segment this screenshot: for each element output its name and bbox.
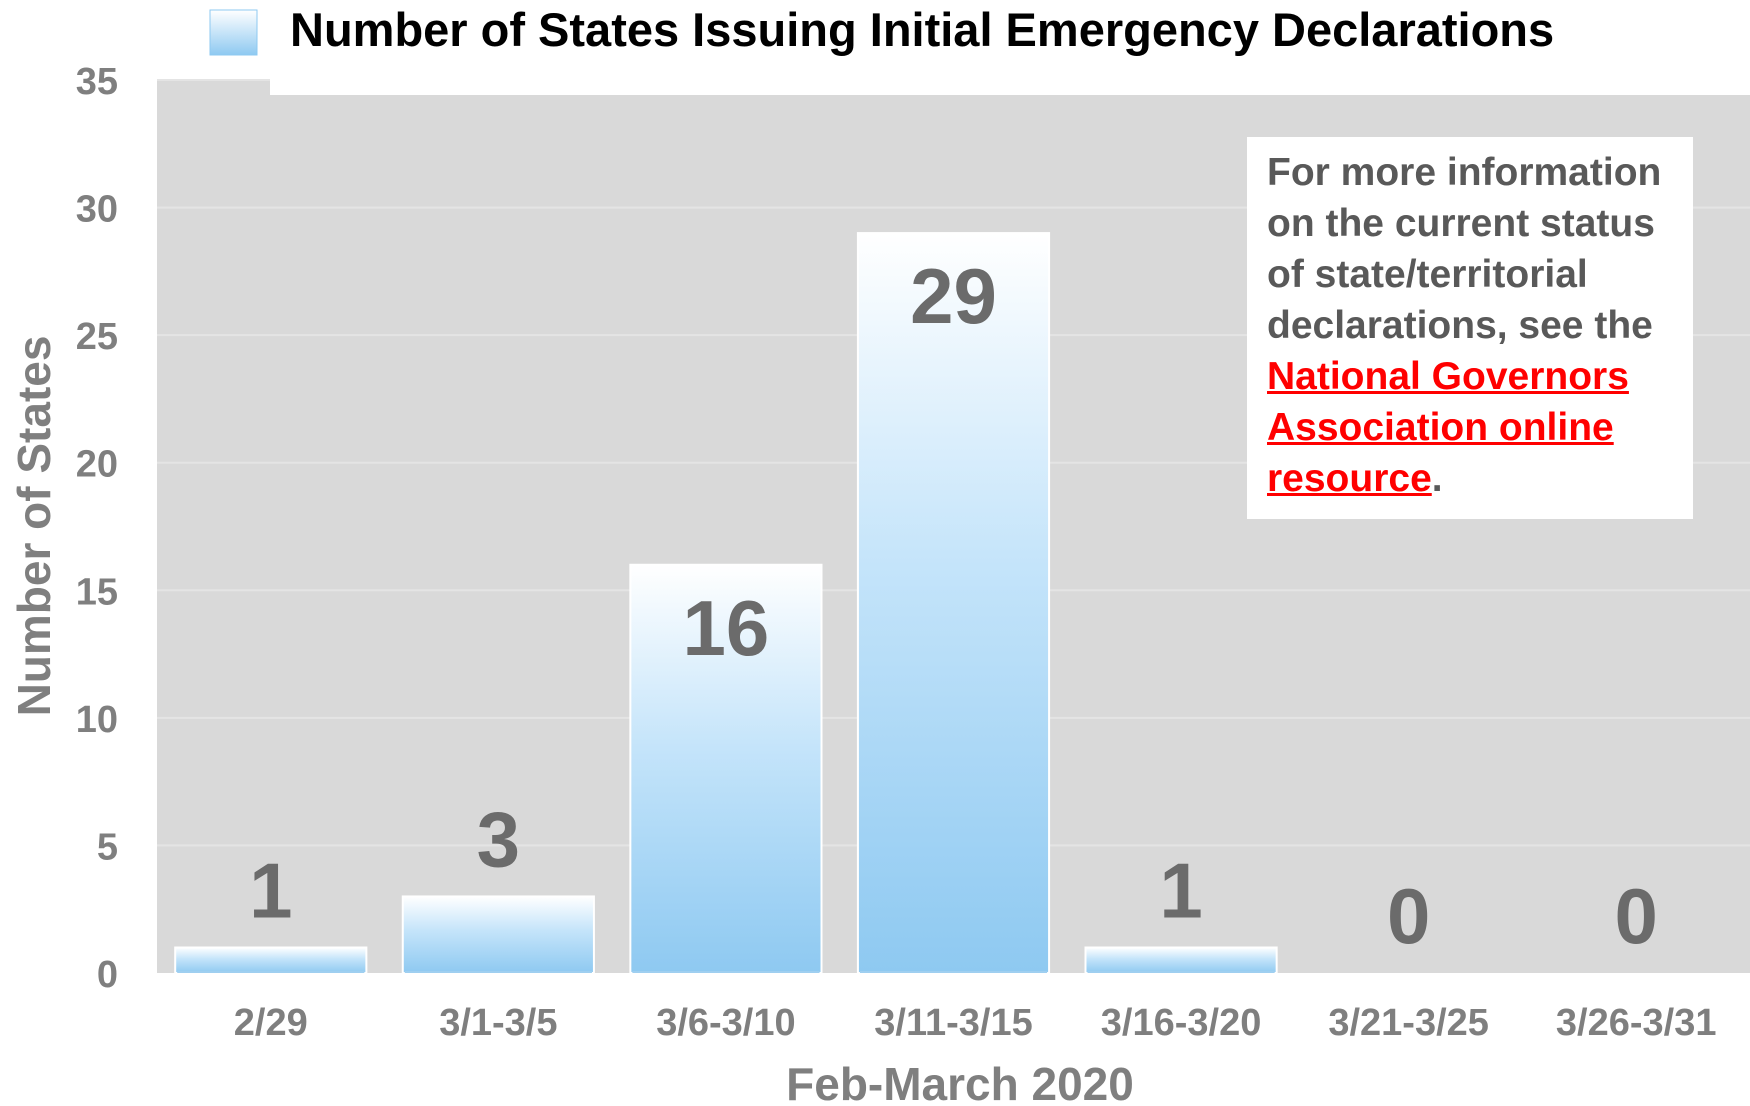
bar-baseline-shade xyxy=(860,971,1047,973)
x-tick-label: 3/11-3/15 xyxy=(874,1002,1032,1044)
bar-baseline-shade xyxy=(1087,971,1274,973)
data-label: 1 xyxy=(1159,846,1202,934)
data-label: 16 xyxy=(683,584,770,672)
bar-baseline-shade xyxy=(632,971,819,973)
x-tick-label: 2/29 xyxy=(234,1002,308,1044)
legend-swatch xyxy=(210,10,257,55)
y-axis-title: Number of States xyxy=(8,336,60,717)
info-note-period: . xyxy=(1432,457,1443,500)
bar xyxy=(1085,947,1276,973)
y-tick-label: 5 xyxy=(97,826,118,868)
y-tick-label: 10 xyxy=(76,699,118,741)
y-tick-label: 30 xyxy=(76,189,118,231)
x-axis-ticks: 2/29 3/1-3/5 3/6-3/10 3/11-3/15 3/16-3/20 3/2… xyxy=(234,1002,1717,1044)
data-label: 1 xyxy=(249,846,292,934)
bar xyxy=(175,947,366,973)
info-note-text: For more information on the current stat… xyxy=(1267,151,1661,347)
data-label: 0 xyxy=(1615,872,1658,960)
data-label: 0 xyxy=(1387,872,1430,960)
x-tick-label: 3/6-3/10 xyxy=(656,1002,795,1044)
x-tick-label: 3/1-3/5 xyxy=(439,1002,557,1044)
x-tick-label: 3/21-3/25 xyxy=(1328,1002,1489,1044)
legend-series-label: Number of States Issuing Initial Emergen… xyxy=(290,3,1554,56)
data-label: 29 xyxy=(910,252,997,340)
legend: Number of States Issuing Initial Emergen… xyxy=(210,0,1750,95)
y-tick-label: 35 xyxy=(76,61,118,103)
y-axis-ticks: 0 5 10 15 20 25 30 35 xyxy=(76,61,118,996)
bar xyxy=(858,233,1049,973)
bar-baseline-shade xyxy=(405,971,592,973)
bar xyxy=(403,896,594,973)
y-tick-label: 15 xyxy=(76,571,118,613)
data-label: 3 xyxy=(477,795,520,883)
x-tick-label: 3/26-3/31 xyxy=(1556,1002,1717,1044)
x-axis-title: Feb-March 2020 xyxy=(786,1058,1134,1106)
info-note: For more information on the current stat… xyxy=(1247,137,1693,519)
x-tick-label: 3/16-3/20 xyxy=(1101,1002,1262,1044)
y-tick-label: 25 xyxy=(76,316,118,358)
y-tick-label: 20 xyxy=(76,444,118,486)
bar-baseline-shade xyxy=(177,971,364,973)
nga-resource-link[interactable]: National Governors Association online re… xyxy=(1267,355,1629,500)
y-tick-label: 0 xyxy=(97,954,118,996)
